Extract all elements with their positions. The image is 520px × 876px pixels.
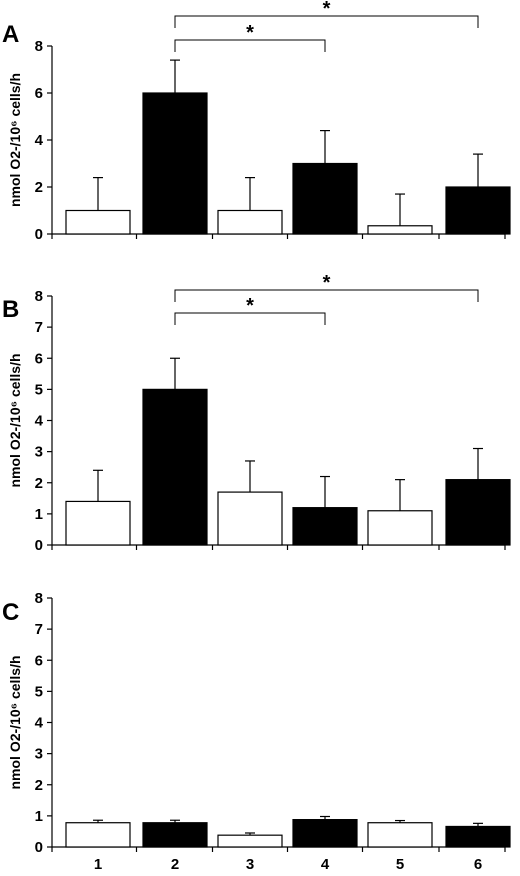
bar-5	[367, 510, 433, 546]
significance-star: *	[323, 0, 331, 20]
x-tick-label: 3	[246, 856, 254, 873]
y-axis-label: nmol O2-/10⁶ cells/h	[7, 73, 23, 207]
bar-3	[217, 834, 283, 848]
bar-4	[292, 507, 358, 546]
significance-bracket	[174, 289, 479, 302]
bar-4	[292, 162, 358, 235]
significance-star: *	[246, 22, 254, 44]
y-tick-label: 5	[35, 381, 43, 398]
y-tick-label: 7	[35, 319, 43, 336]
bar-3	[217, 491, 283, 546]
x-tick-label: 6	[474, 856, 482, 873]
bar-1	[65, 822, 131, 848]
y-tick-label: 7	[35, 621, 43, 638]
bar-6	[445, 479, 511, 546]
y-tick-label: 6	[35, 652, 43, 669]
y-tick-label: 4	[35, 132, 44, 149]
bar-4	[292, 819, 358, 848]
x-tick-label: 4	[321, 856, 330, 873]
panel-letter: B	[2, 296, 19, 323]
y-tick-label: 0	[35, 226, 43, 243]
y-tick-label: 2	[35, 475, 43, 492]
significance-star: *	[246, 295, 254, 317]
panel-letter: C	[2, 599, 19, 626]
y-tick-label: 3	[35, 746, 43, 763]
y-tick-label: 8	[35, 288, 43, 305]
bar-5	[367, 225, 433, 235]
bar-1	[65, 209, 131, 235]
significance-star: *	[323, 272, 331, 294]
x-tick-label: 5	[396, 856, 404, 873]
bar-5	[367, 822, 433, 848]
bar-2	[142, 388, 208, 546]
y-tick-label: 1	[35, 808, 43, 825]
y-tick-label: 2	[35, 777, 43, 794]
y-tick-label: 3	[35, 444, 43, 461]
significance-bracket	[174, 39, 326, 52]
x-tick-label: 2	[171, 856, 179, 873]
bar-6	[445, 825, 511, 848]
y-tick-label: 5	[35, 683, 43, 700]
bar-2	[142, 92, 208, 235]
y-tick-label: 1	[35, 506, 43, 523]
bar-1	[65, 500, 131, 546]
y-tick-label: 0	[35, 537, 43, 554]
y-tick-label: 4	[35, 715, 44, 732]
y-tick-label: 4	[35, 413, 44, 430]
y-axis-label: nmol O2-/10⁶ cells/h	[7, 353, 23, 487]
y-axis-label: nmol O2-/10⁶ cells/h	[7, 655, 23, 789]
panel-letter: A	[2, 21, 19, 48]
y-tick-label: 2	[35, 179, 43, 196]
bar-6	[445, 186, 511, 235]
significance-bracket	[174, 15, 479, 28]
y-tick-label: 0	[35, 839, 43, 856]
y-tick-label: 6	[35, 85, 43, 102]
bar-3	[217, 209, 283, 235]
x-tick-label: 1	[94, 856, 102, 873]
bar-2	[142, 822, 208, 848]
y-tick-label: 8	[35, 590, 43, 607]
y-tick-label: 6	[35, 350, 43, 367]
y-tick-label: 8	[35, 38, 43, 55]
significance-bracket	[174, 312, 326, 325]
